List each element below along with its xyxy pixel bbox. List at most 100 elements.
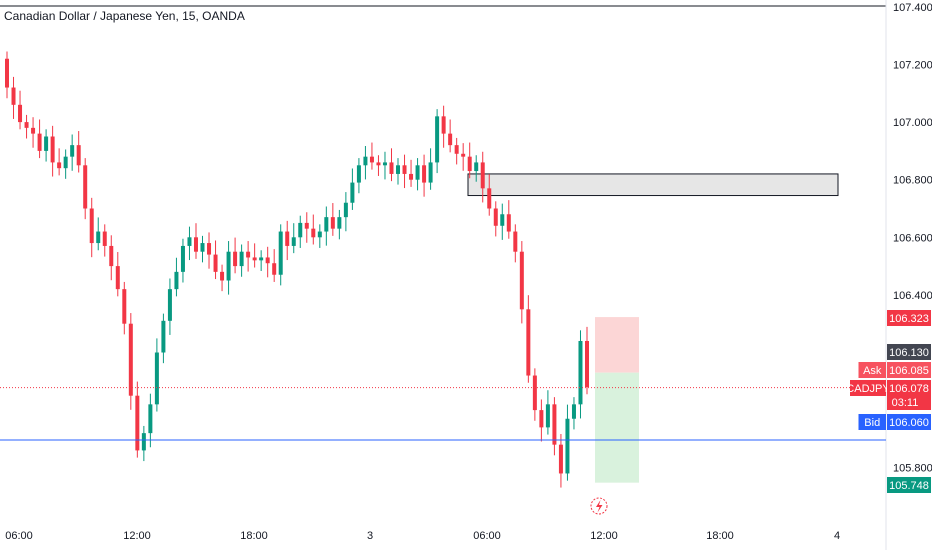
candle-body: [207, 243, 212, 255]
candle-body: [350, 182, 355, 203]
candle-body: [187, 237, 192, 246]
candle-body: [382, 162, 387, 166]
entry-price-tag-value-bg: [887, 344, 931, 360]
candle-body: [558, 444, 563, 474]
price-tick-label: 107.000: [893, 117, 932, 129]
candle-body: [369, 156, 374, 163]
candle-body: [37, 133, 42, 151]
candle-body: [585, 340, 589, 388]
candle-body: [291, 237, 296, 246]
candle-body: [246, 251, 251, 258]
time-tick-label: 06:00: [5, 530, 33, 542]
candle-body: [24, 122, 29, 128]
stop-price-tag: 106.323: [887, 310, 931, 326]
candle-body: [298, 222, 303, 238]
candle-body: [513, 231, 518, 252]
candle-body: [83, 165, 88, 209]
price-axis[interactable]: 107.400 107.200 107.000 106.800 106.600 106.4…: [893, 2, 932, 475]
time-tick-label: 4: [834, 530, 840, 542]
candle-body: [545, 404, 550, 428]
candle-body: [480, 162, 485, 189]
candle-body: [467, 156, 472, 172]
candle-body: [409, 173, 414, 180]
candle-body: [265, 257, 270, 264]
candle-body: [122, 289, 127, 324]
stop-price-tag-value: 106.323: [889, 313, 929, 325]
candle-body: [148, 404, 153, 434]
price-tick-label: 107.400: [893, 2, 932, 14]
entry-price-tag-value: 106.130: [889, 347, 929, 359]
time-tick-label: 3: [367, 530, 373, 542]
target-price-tag: 105.748: [887, 477, 931, 493]
candle-body: [76, 145, 81, 166]
time-tick-label: 18:00: [240, 530, 268, 542]
price-tags: 106.323 106.130 Ask 106.085 CADJPY 106.078 03:…: [846, 310, 931, 493]
candle-body: [317, 231, 322, 238]
candle-body: [128, 323, 133, 396]
candle-body: [193, 237, 198, 252]
candle-body: [441, 116, 446, 134]
candle-body: [44, 136, 49, 151]
candle-body: [402, 165, 407, 174]
target-price-tag-value: 105.748: [889, 480, 929, 492]
candle-body: [115, 266, 120, 290]
risk-box[interactable]: [595, 317, 639, 373]
candle-body: [31, 127, 36, 134]
candle-body: [70, 145, 75, 157]
candle-body: [18, 104, 23, 123]
candle-body: [161, 320, 166, 353]
candle-body: [461, 153, 466, 157]
time-tick-label: 12:00: [590, 530, 618, 542]
lightning-icon[interactable]: [590, 497, 608, 515]
candle-body: [552, 404, 557, 445]
candle-body: [415, 165, 420, 180]
candle-body: [278, 231, 283, 275]
candles-layer: [5, 51, 589, 488]
candle-body: [174, 271, 179, 290]
candle-body: [50, 136, 55, 163]
candle-body: [389, 162, 394, 174]
candle-body: [376, 162, 381, 166]
candle-body: [57, 162, 62, 169]
stop-price-tag-value-bg: [887, 310, 931, 326]
ask-price-tag: Ask 106.085: [858, 362, 931, 378]
symbol-label-bg: [850, 380, 886, 396]
ask-price-tag-label: Ask: [863, 365, 882, 377]
symbol-value: 106.078: [889, 383, 929, 395]
price-tick-label: 106.800: [893, 175, 932, 187]
time-tick-label: 12:00: [123, 530, 151, 542]
candle-body: [337, 217, 342, 229]
candle-body: [200, 243, 205, 252]
time-axis[interactable]: 06:00 12:00 18:00 3 06:00 12:00 18:00 4: [5, 530, 840, 542]
candle-body: [454, 145, 459, 154]
candle-body: [532, 375, 537, 411]
candle-body: [102, 231, 107, 246]
reward-box[interactable]: [595, 372, 639, 483]
price-tick-label: 106.600: [893, 232, 932, 244]
candle-body: [493, 208, 498, 226]
price-tick-label: 107.200: [893, 60, 932, 72]
resistance-zone[interactable]: [467, 173, 839, 197]
candle-body: [141, 433, 146, 451]
candle-body: [356, 165, 361, 183]
candle-body: [578, 340, 583, 405]
price-tick-label: 105.800: [893, 463, 932, 475]
candle-body: [259, 257, 264, 261]
time-tick-label: 06:00: [473, 530, 501, 542]
bid-price-tag-label: Bid: [864, 417, 880, 429]
candle-body: [304, 222, 309, 229]
candle-body: [167, 289, 172, 321]
symbol-title[interactable]: Canadian Dollar / Japanese Yen, 15, OAND…: [4, 9, 245, 23]
candle-body: [435, 116, 440, 163]
candle-body: [213, 254, 218, 272]
candle-body: [272, 263, 277, 275]
bid-price-tag-value: 106.060: [889, 417, 929, 429]
candle-body: [565, 418, 570, 474]
candle-body: [519, 251, 524, 310]
candle-body: [311, 228, 316, 238]
ask-price-tag-label-bg: [858, 362, 886, 378]
candle-body: [96, 231, 101, 244]
candle-body: [539, 410, 544, 428]
candle-body: [180, 245, 185, 272]
